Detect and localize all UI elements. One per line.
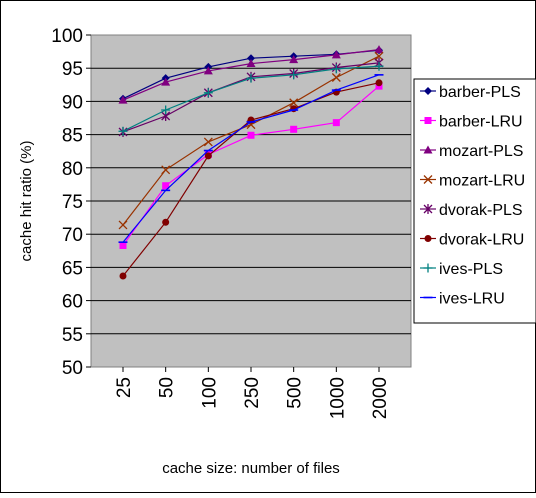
legend-item: dvorak-LRU <box>420 232 524 249</box>
legend-marker <box>424 117 432 124</box>
data-point <box>289 98 299 108</box>
legend-marker <box>423 145 433 154</box>
y-tick-label: 60 <box>62 292 83 313</box>
y-axis-ticks: 50 55 60 65 70 75 80 85 90 95 100 <box>51 26 91 379</box>
legend-item: ives-LRU <box>420 291 505 308</box>
legend-box <box>413 78 536 324</box>
data-point <box>289 70 299 80</box>
data-point <box>204 152 212 160</box>
y-tick-label: 70 <box>62 225 83 246</box>
data-point <box>374 45 384 54</box>
data-point <box>331 50 341 59</box>
data-point <box>374 51 384 61</box>
y-tick-label: 95 <box>62 59 83 80</box>
x-tick-label: 25 <box>114 377 135 398</box>
legend: barber-PLS barber-LRU mozart-PLS mozart-LRU… <box>420 84 525 308</box>
data-point <box>119 241 127 249</box>
legend-label: mozart-LRU <box>439 173 525 190</box>
legend-item: ives-PLS <box>420 261 503 278</box>
legend-marker <box>424 87 432 95</box>
x-tick-label: 50 <box>157 377 178 398</box>
x-tick-label: 250 <box>242 377 263 409</box>
y-tick-label: 50 <box>62 358 83 379</box>
legend-item: mozart-LRU <box>420 173 525 190</box>
data-point <box>247 54 255 63</box>
legend-marker <box>423 204 433 214</box>
data-point <box>161 165 171 175</box>
series-mozart-lru <box>118 51 384 230</box>
data-point <box>118 220 128 230</box>
y-tick-label: 75 <box>62 192 83 213</box>
y-tick-label: 65 <box>62 258 83 279</box>
grid-lines <box>91 67 411 335</box>
data-point <box>246 59 256 68</box>
legend-label: ives-LRU <box>439 291 505 308</box>
y-axis-label: cache hit ratio (%) <box>18 141 35 262</box>
data-point <box>375 79 383 87</box>
series-mozart-pls <box>118 45 384 104</box>
x-tick-label: 2000 <box>370 377 391 419</box>
legend-item: barber-PLS <box>420 84 521 101</box>
data-point <box>331 73 341 82</box>
x-tick-label: 100 <box>199 377 220 409</box>
legend-item: barber-LRU <box>420 114 523 131</box>
legend-label: barber-LRU <box>439 114 523 131</box>
y-tick-label: 90 <box>62 92 83 113</box>
data-point <box>203 88 213 98</box>
series-ives-lru <box>118 74 384 243</box>
data-point <box>247 131 255 139</box>
data-point <box>203 66 213 75</box>
data-point <box>161 77 171 86</box>
legend-marker <box>424 235 432 242</box>
data-point <box>162 182 170 190</box>
legend-marker <box>423 175 433 184</box>
data-point <box>161 105 171 115</box>
y-tick-label: 55 <box>62 325 83 346</box>
data-point <box>118 126 128 136</box>
legend-label: dvorak-PLS <box>439 202 523 219</box>
data-point <box>203 137 213 147</box>
series-group <box>118 45 384 280</box>
data-point <box>118 95 128 104</box>
legend-label: dvorak-LRU <box>439 232 524 249</box>
legend-label: mozart-PLS <box>439 143 523 160</box>
x-axis-ticks: 25 50 100 250 500 1000 2000 <box>114 367 391 419</box>
legend-item: dvorak-PLS <box>420 202 523 219</box>
y-tick-label: 100 <box>51 26 83 47</box>
data-point <box>119 272 127 280</box>
data-point <box>289 55 299 64</box>
legend-item: mozart-PLS <box>420 143 523 160</box>
data-point <box>332 119 340 127</box>
legend-label: barber-PLS <box>439 84 521 101</box>
data-point <box>374 61 384 71</box>
x-axis-label: cache size: number of files <box>162 460 340 477</box>
data-point <box>162 218 170 226</box>
x-tick-label: 1000 <box>327 377 348 419</box>
x-tick-label: 500 <box>285 377 306 409</box>
y-tick-label: 85 <box>62 126 83 147</box>
data-point <box>331 64 341 74</box>
legend-marker <box>423 263 433 273</box>
y-tick-label: 80 <box>62 159 83 180</box>
data-point <box>246 73 256 83</box>
data-point <box>290 125 298 133</box>
legend-label: ives-PLS <box>439 261 503 278</box>
series-ives-pls <box>118 61 384 136</box>
